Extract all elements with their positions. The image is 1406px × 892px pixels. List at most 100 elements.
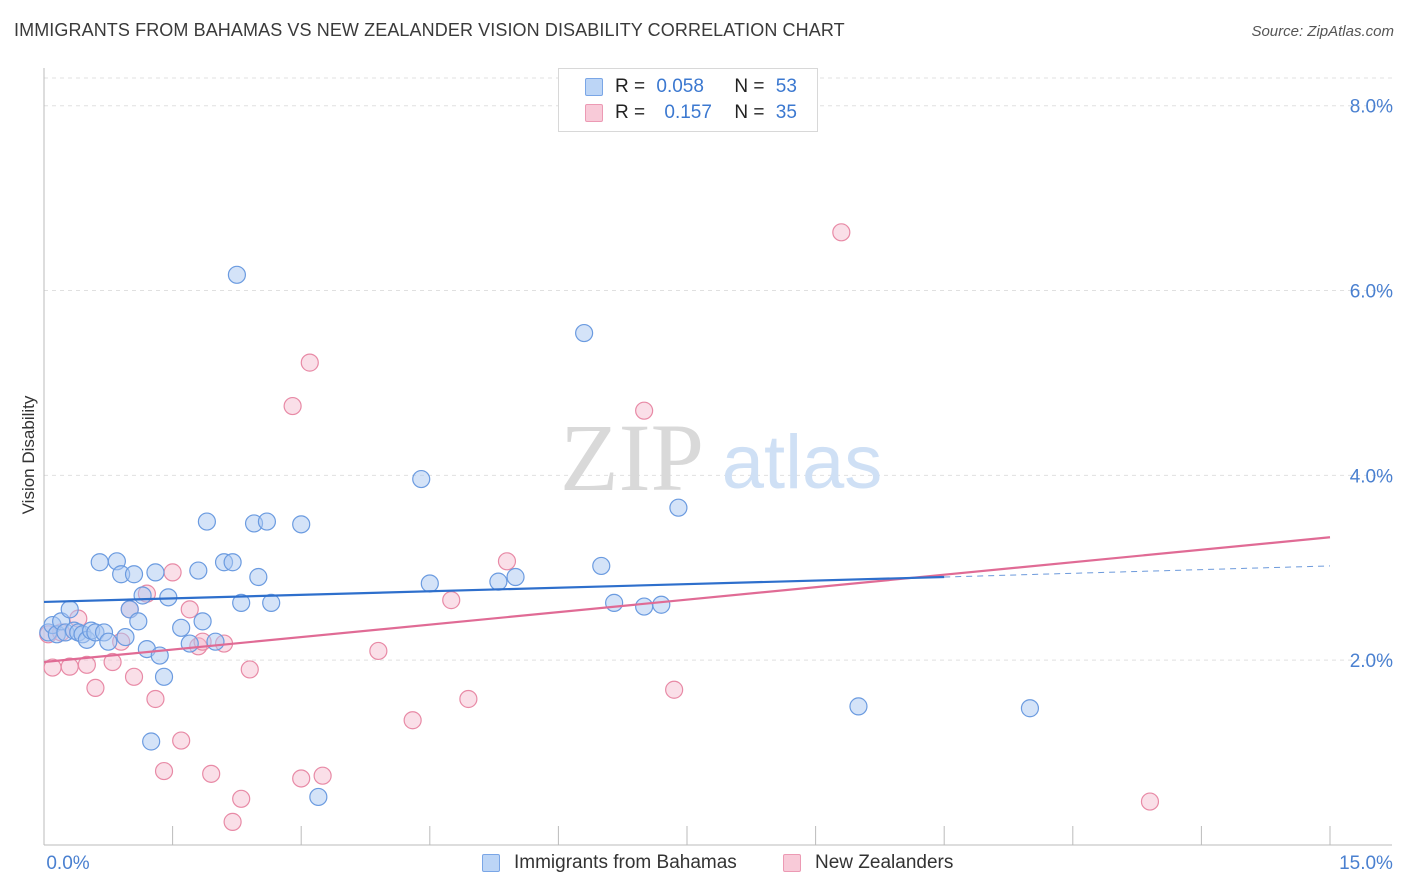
trend-line-bahamas [43,575,945,604]
y-axis-label: Vision Disability [19,395,38,514]
legend-r-label: R = [615,102,646,123]
data-point-new-zealanders [154,761,174,781]
data-point-bahamas [142,732,161,751]
data-point-new-zealanders [1140,792,1160,811]
data-point-new-zealanders [103,652,122,672]
legend-n-label: N = [734,102,765,123]
data-point-new-zealanders [223,812,242,831]
legend-label-bahamas: Immigrants from Bahamas [514,852,737,873]
data-point-bahamas [652,595,671,614]
legend-row-bahamas: R = 0.058 N = 53 [585,75,797,99]
legend-row-new-zealanders: R = 0.157 N = 35 [585,101,797,125]
data-point-bahamas [90,553,109,572]
legend-n-value: 53 [775,76,797,97]
legend-n-value: 35 [775,102,797,123]
data-point-bahamas [206,632,225,651]
data-point-bahamas [249,567,268,587]
y-tick-label: 4.0% [1350,466,1393,487]
data-point-bahamas [227,265,246,284]
series-legend: Immigrants from Bahamas New Zealanders [0,852,1406,878]
data-point-bahamas [506,567,525,587]
grid-lines [44,77,1392,661]
data-point-new-zealanders [665,680,684,699]
data-point-new-zealanders [459,689,478,709]
watermark-atlas: atlas [722,420,883,505]
data-point-new-zealanders [163,563,182,582]
data-point-bahamas [592,556,611,576]
legend-r-value: 0.058 [656,76,704,97]
data-point-bahamas [133,586,152,605]
x-tick-label-max: 15.0% [1339,853,1393,874]
data-point-bahamas [146,563,165,582]
legend-swatch-pink [783,854,801,872]
data-point-bahamas [309,787,328,807]
data-point-new-zealanders [124,667,144,686]
data-point-new-zealanders [403,711,422,730]
data-point-new-zealanders [146,689,165,709]
data-point-new-zealanders [202,764,221,783]
data-point-bahamas [193,612,212,631]
data-point-bahamas [262,593,281,612]
legend-n-label: N = [734,76,765,97]
stats-legend: R = 0.058 N = 53 R = 0.157 N = 35 [558,68,818,132]
data-point-bahamas [412,469,431,489]
data-point-new-zealanders [832,223,851,242]
axes [43,68,1392,846]
data-point-bahamas [232,593,251,612]
data-point-bahamas [292,515,311,534]
series-bahamas [39,265,1040,807]
data-point-bahamas [172,618,191,637]
data-point-bahamas [420,574,439,593]
tick-labels: 2.0% 4.0% 6.0% 8.0% 0.0% 15.0% [46,97,1393,874]
data-point-bahamas [257,512,277,531]
data-point-bahamas [635,597,654,616]
y-tick-label: 6.0% [1350,282,1393,303]
legend-item-bahamas[interactable]: Immigrants from Bahamas [482,852,737,874]
data-point-new-zealanders [313,766,332,785]
data-point-bahamas [124,565,144,584]
data-point-new-zealanders [369,641,388,661]
trend-line-new-zealanders [43,536,1331,664]
legend-swatch-pink [585,104,603,122]
data-point-new-zealanders [292,769,311,788]
x-tick-label-min: 0.0% [46,853,89,874]
data-point-new-zealanders [172,731,191,750]
data-point-bahamas [189,561,208,580]
data-point-new-zealanders [180,600,199,619]
legend-r-label: R = [615,76,646,97]
data-point-new-zealanders [300,353,319,372]
data-point-bahamas [669,498,688,517]
legend-swatch-blue [482,854,500,872]
watermark-zip: ZIP [560,404,704,511]
data-point-new-zealanders [635,401,654,420]
data-point-bahamas [116,627,135,647]
data-point-new-zealanders [86,678,105,698]
data-point-bahamas [575,323,594,343]
data-point-new-zealanders [442,591,461,610]
data-point-bahamas [489,572,508,591]
trend-lines [43,536,1331,664]
chart-title: IMMIGRANTS FROM BAHAMAS VS NEW ZEALANDER… [14,20,845,40]
legend-swatch-blue [585,78,603,96]
legend-r-value: 0.157 [664,102,712,123]
source-label[interactable]: Source: ZipAtlas.com [1251,23,1394,40]
data-point-new-zealanders [497,552,517,571]
legend-label-new-zealanders: New Zealanders [815,852,954,873]
data-point-bahamas [99,632,118,651]
data-point-bahamas [223,553,242,572]
data-point-new-zealanders [77,655,96,674]
y-tick-label: 2.0% [1350,651,1393,672]
data-point-bahamas [605,593,624,612]
watermark: ZIP atlas [560,404,882,511]
data-point-new-zealanders [232,789,251,808]
data-point-bahamas [154,667,174,686]
legend-item-new-zealanders[interactable]: New Zealanders [783,852,953,874]
data-point-bahamas [129,612,148,631]
y-tick-label: 8.0% [1350,97,1393,118]
data-point-bahamas [1020,699,1040,718]
data-point-bahamas [60,600,79,619]
data-point-bahamas [197,512,216,531]
trend-line-bahamas-extension [944,565,1331,578]
data-point-new-zealanders [283,396,302,416]
